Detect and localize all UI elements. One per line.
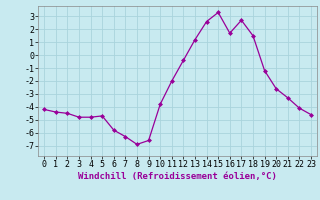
X-axis label: Windchill (Refroidissement éolien,°C): Windchill (Refroidissement éolien,°C) [78,172,277,181]
